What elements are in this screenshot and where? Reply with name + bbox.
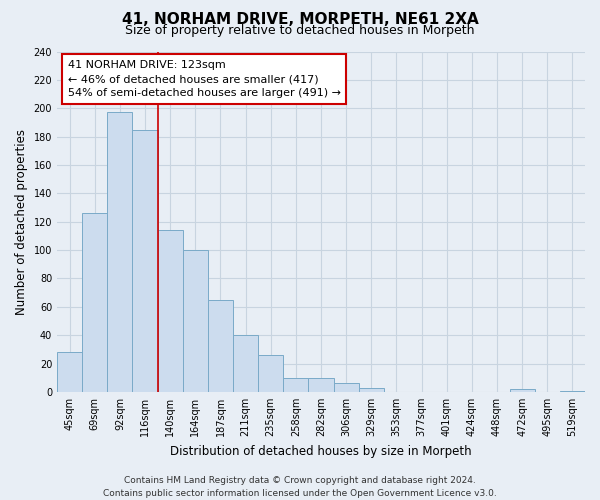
Text: 41, NORHAM DRIVE, MORPETH, NE61 2XA: 41, NORHAM DRIVE, MORPETH, NE61 2XA [122, 12, 478, 28]
Bar [308, 378, 334, 392]
Bar [359, 388, 384, 392]
Bar [183, 250, 208, 392]
Text: Contains HM Land Registry data © Crown copyright and database right 2024.
Contai: Contains HM Land Registry data © Crown c… [103, 476, 497, 498]
Bar [107, 112, 133, 392]
Text: Size of property relative to detached houses in Morpeth: Size of property relative to detached ho… [125, 24, 475, 37]
Bar [158, 230, 183, 392]
Bar [82, 213, 107, 392]
Text: 41 NORHAM DRIVE: 123sqm
← 46% of detached houses are smaller (417)
54% of semi-d: 41 NORHAM DRIVE: 123sqm ← 46% of detache… [68, 60, 341, 98]
Bar [57, 352, 82, 392]
X-axis label: Distribution of detached houses by size in Morpeth: Distribution of detached houses by size … [170, 444, 472, 458]
Bar [208, 300, 233, 392]
Bar [258, 355, 283, 392]
Bar [233, 335, 258, 392]
Bar [509, 389, 535, 392]
Bar [133, 130, 158, 392]
Y-axis label: Number of detached properties: Number of detached properties [15, 128, 28, 314]
Bar [560, 390, 585, 392]
Bar [283, 378, 308, 392]
Bar [334, 384, 359, 392]
